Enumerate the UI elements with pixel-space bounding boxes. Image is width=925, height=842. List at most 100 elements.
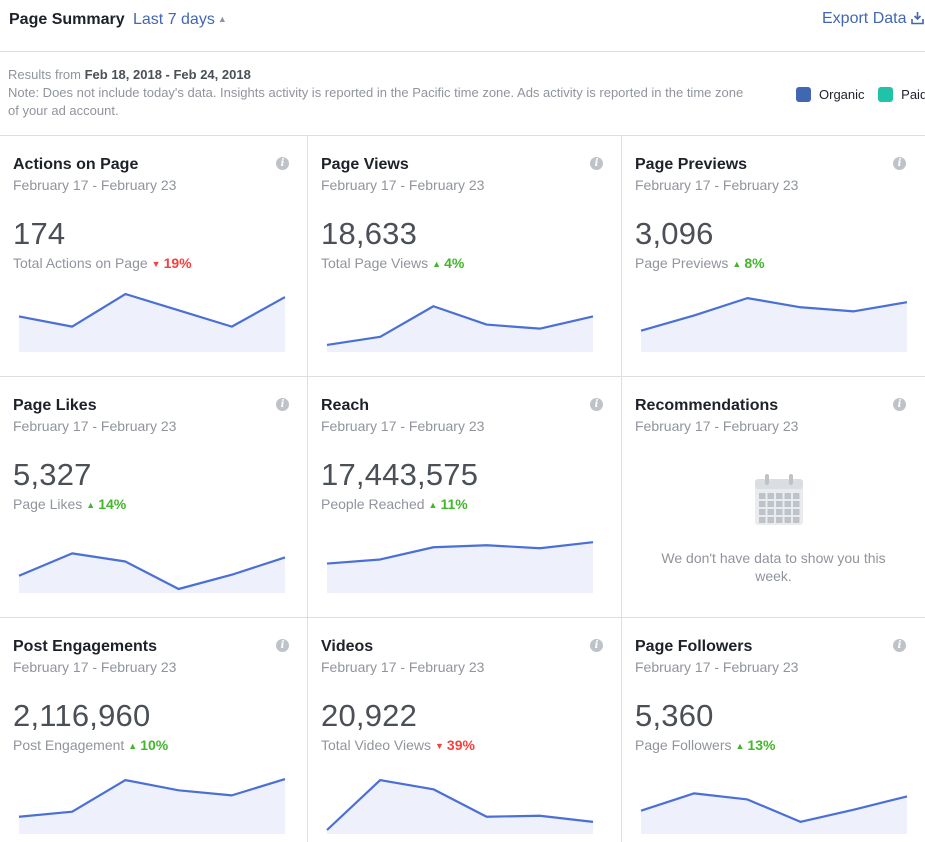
sparkline-line: [326, 779, 594, 831]
card-date-range: February 17 - February 23: [321, 659, 485, 675]
legend-item-paid: Paid: [878, 87, 925, 102]
sparkline-line: [326, 541, 594, 565]
metric-card[interactable]: Reach February 17 - February 23 i 17,443,57…: [308, 377, 622, 618]
sparkline-chart: [18, 778, 286, 834]
sparkline-line: [640, 792, 908, 823]
card-title: Page Previews: [635, 156, 748, 173]
metric-sublabel: Page Followers ▲︎ 13%: [635, 737, 775, 753]
info-icon[interactable]: i: [590, 639, 603, 652]
sparkline-chart: [326, 779, 594, 834]
date-range-select[interactable]: Last 7 days ▲︎: [133, 11, 227, 29]
export-data-button[interactable]: Export Data: [822, 10, 925, 28]
triangle-down-icon: ▼︎: [151, 259, 161, 269]
info-icon[interactable]: i: [590, 398, 603, 411]
metric-sublabel-text: Total Actions on Page: [13, 255, 148, 271]
sparkline-chart: [18, 552, 286, 593]
card-date-range: February 17 - February 23: [635, 659, 799, 675]
triangle-down-icon: ▼︎: [435, 741, 444, 751]
info-icon[interactable]: i: [276, 639, 289, 652]
card-title: Actions on Page: [13, 156, 139, 173]
card-date-range: February 17 - February 23: [321, 177, 485, 193]
metric-sublabel-text: Total Page Views: [321, 255, 429, 271]
metric-sublabel-text: Page Previews: [635, 255, 729, 271]
metric-sublabel-text: People Reached: [321, 496, 425, 512]
triangle-up-icon: ▲︎: [732, 259, 742, 269]
sparkline-line: [18, 292, 286, 328]
sparkline-line: [18, 778, 286, 818]
export-data-label: Export Data: [822, 10, 907, 27]
info-icon[interactable]: i: [893, 157, 906, 170]
change-value: 8%: [744, 255, 765, 271]
card-date-range: February 17 - February 23: [321, 418, 485, 434]
info-icon[interactable]: i: [276, 157, 289, 170]
legend-label: Paid: [901, 87, 925, 102]
metric-card[interactable]: Post Engagements February 17 - February 2…: [0, 618, 308, 842]
card-date-range: February 17 - February 23: [635, 418, 799, 434]
date-range-label: Last 7 days: [133, 11, 215, 28]
change-value: 39%: [446, 737, 475, 753]
metric-card[interactable]: Videos February 17 - February 23 i 20,922 To…: [308, 618, 622, 842]
metric-card[interactable]: Page Views February 17 - February 23 i 18,6…: [308, 136, 622, 377]
metric-sublabel-text: Page Followers: [635, 737, 732, 753]
metric-sublabel: Total Video Views ▼︎ 39%: [321, 737, 475, 753]
change-value: 14%: [98, 496, 127, 512]
triangle-up-icon: ▲︎: [128, 741, 138, 751]
legend-swatch: [796, 87, 811, 102]
change-down: ▼︎ 19%: [152, 255, 192, 271]
legend-swatch: [878, 87, 894, 102]
sparkline-area: [19, 294, 285, 352]
info-icon[interactable]: i: [590, 157, 603, 170]
sparkline-area: [641, 298, 907, 352]
change-up: ▲︎ 10%: [128, 737, 168, 753]
metric-value: 2,116,960: [13, 698, 151, 733]
metric-sublabel: Page Previews ▲︎ 8%: [635, 255, 765, 271]
download-icon: [911, 12, 925, 25]
sparkline-line: [18, 552, 286, 591]
sparkline-chart: [640, 792, 908, 834]
card-title: Reach: [321, 397, 370, 414]
change-value: 19%: [163, 255, 192, 271]
metric-sublabel: Page Likes ▲︎ 14%: [13, 496, 126, 512]
results-notice: Results from Feb 18, 2018 - Feb 24, 2018…: [8, 66, 748, 120]
info-icon[interactable]: i: [893, 639, 906, 652]
metric-card[interactable]: Recommendations February 17 - February 23…: [622, 377, 925, 618]
change-up: ▲︎ 13%: [736, 737, 776, 753]
results-range: Feb 18, 2018 - Feb 24, 2018: [84, 67, 251, 82]
metric-sublabel-text: Page Likes: [13, 496, 83, 512]
card-title: Post Engagements: [13, 638, 158, 655]
card-date-range: February 17 - February 23: [13, 659, 177, 675]
metric-sublabel: Total Page Views ▲︎ 4%: [321, 255, 464, 271]
metric-value: 20,922: [321, 698, 418, 733]
sparkline-chart: [326, 541, 594, 593]
calendar-icon: [755, 474, 803, 525]
info-icon[interactable]: i: [893, 398, 906, 411]
legend-item-organic: Organic: [796, 87, 865, 102]
results-prefix: Results from: [8, 67, 81, 82]
metric-card[interactable]: Page Previews February 17 - February 23 i 3…: [622, 136, 925, 377]
triangle-up-icon: ▲︎: [428, 500, 438, 510]
metric-value: 18,633: [321, 216, 418, 251]
change-up: ▲︎ 4%: [432, 255, 464, 271]
results-range-line: Results from Feb 18, 2018 - Feb 24, 2018: [8, 66, 748, 84]
card-title: Page Views: [321, 156, 409, 173]
card-title: Recommendations: [635, 397, 779, 414]
empty-state-text: We don't have data to show you this week…: [661, 550, 886, 584]
sparkline-area: [327, 306, 593, 352]
top-bar: Page Summary Last 7 days ▲︎ Export Data: [0, 0, 925, 52]
sparkline-area: [641, 793, 907, 834]
metric-card[interactable]: Page Likes February 17 - February 23 i 5,32…: [0, 377, 308, 618]
metric-sublabel-text: Post Engagement: [13, 737, 125, 753]
sparkline-area: [327, 780, 593, 834]
change-up: ▲︎ 8%: [732, 255, 764, 271]
metric-value: 174: [13, 216, 66, 251]
metric-value: 5,360: [635, 698, 714, 733]
sparkline-area: [19, 553, 285, 593]
metric-card[interactable]: Actions on Page February 17 - February 23…: [0, 136, 308, 377]
info-icon[interactable]: i: [276, 398, 289, 411]
page-title: Page Summary: [9, 11, 125, 28]
metric-sublabel: Total Actions on Page ▼︎ 19%: [13, 255, 192, 271]
sparkline-area: [327, 542, 593, 593]
change-value: 13%: [747, 737, 776, 753]
card-date-range: February 17 - February 23: [13, 177, 177, 193]
metric-card[interactable]: Page Followers February 17 - February 23 i…: [622, 618, 925, 842]
